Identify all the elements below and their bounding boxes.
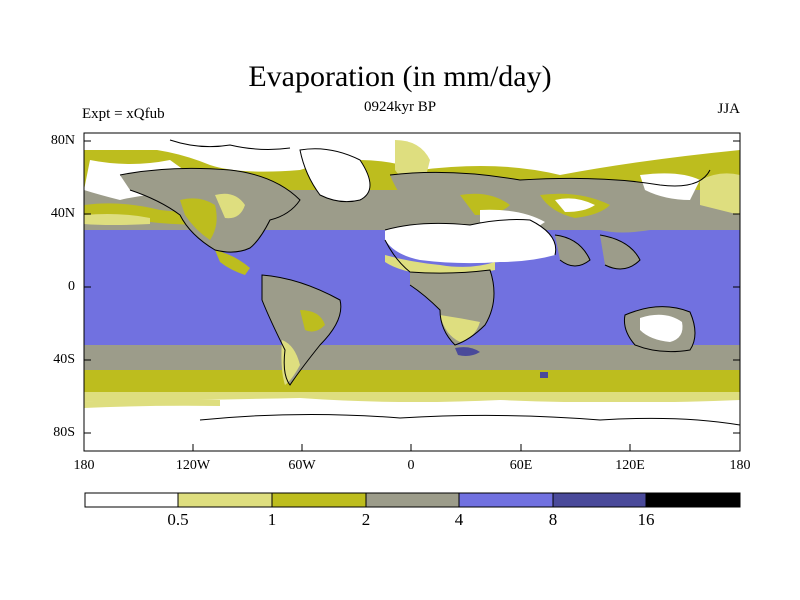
lat-label-40s: 40S xyxy=(53,352,75,367)
map-frame xyxy=(83,132,741,452)
lon-label-60e: 60E xyxy=(509,458,533,473)
colorbar-label-16: 16 xyxy=(637,510,655,529)
map-field xyxy=(84,133,740,451)
lon-label-0: 0 xyxy=(407,458,415,473)
map-subtitle: 0924kyr BP xyxy=(363,99,437,115)
colorbar-bin-3 xyxy=(272,493,366,507)
lon-label-120e: 120E xyxy=(615,458,645,473)
lon-label-180e: 180 xyxy=(729,458,751,473)
colorbar-label-8: 8 xyxy=(548,510,558,529)
colorbar-label-4: 4 xyxy=(454,510,464,529)
colorbar-bin-6 xyxy=(553,493,646,507)
colorbar-label-1: 1 xyxy=(267,510,277,529)
lon-label-60w: 60W xyxy=(288,458,316,473)
colorbar-bin-5 xyxy=(459,493,553,507)
season-label: JJA xyxy=(717,101,740,117)
colorbar-bin-4 xyxy=(366,493,459,507)
lat-label-80n: 80N xyxy=(50,133,75,148)
colorbar-bin-7 xyxy=(646,493,740,507)
lat-label-80s: 80S xyxy=(53,425,75,440)
colorbar-bin-2 xyxy=(178,493,272,507)
lon-ticks xyxy=(83,444,741,451)
experiment-label: Expt = xQfub xyxy=(82,106,165,122)
lat-label-0: 0 xyxy=(68,279,75,294)
colorbar-label-0-5: 0.5 xyxy=(167,510,189,529)
map-title: Evaporation (in mm/day) xyxy=(248,60,552,93)
colorbar-label-2: 2 xyxy=(361,510,371,529)
lon-label-120w: 120W xyxy=(175,458,211,473)
lat-label-40n: 40N xyxy=(50,206,75,221)
colorbar xyxy=(84,492,741,508)
colorbar-bin-1 xyxy=(85,493,178,507)
lon-label-180w: 180 xyxy=(73,458,95,473)
lat-ticks xyxy=(84,140,740,434)
